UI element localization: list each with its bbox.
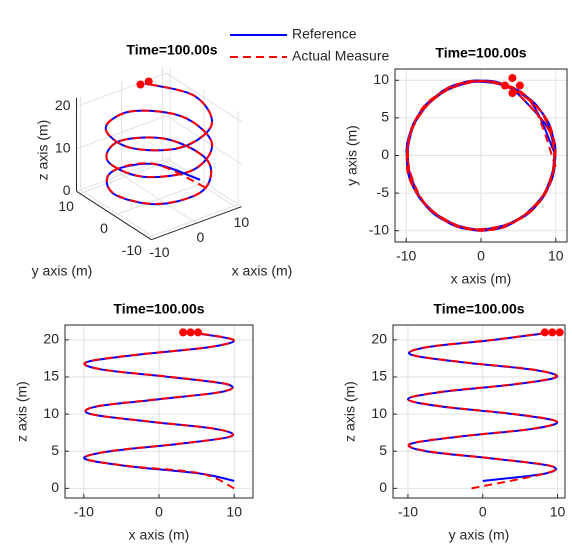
- vehicle-marker: [186, 328, 195, 337]
- y-tick-label: 10: [58, 198, 74, 214]
- z-axis-label: z axis (m): [35, 120, 51, 181]
- vehicle-marker: [508, 89, 517, 98]
- chart-title: Time=100.00s: [113, 301, 204, 317]
- y-tick-label: -10: [369, 221, 389, 237]
- vehicle-marker: [540, 328, 549, 337]
- trajectory-line: [406, 331, 559, 490]
- grid-line: [76, 115, 167, 150]
- grid-line: [113, 182, 205, 216]
- x-axis-label: x axis (m): [451, 271, 512, 287]
- trajectory-line: [104, 82, 214, 205]
- y-axis-label: z axis (m): [14, 381, 30, 442]
- x-tick-label: 0: [477, 248, 485, 264]
- y-tick-label: 0: [381, 146, 389, 162]
- x-axis-label: x axis (m): [232, 263, 293, 279]
- axes-box: [394, 68, 568, 243]
- x-tick-label: 10: [226, 504, 242, 520]
- x-tick-label: -10: [149, 244, 169, 260]
- vehicle-marker: [515, 81, 524, 90]
- axes-box: [64, 324, 254, 499]
- trajectory-line: [405, 79, 557, 232]
- y-tick-label: 10: [373, 71, 389, 87]
- legend-label: Reference: [292, 26, 357, 42]
- y-tick-label: -10: [122, 242, 142, 258]
- y-tick-label: 10: [371, 405, 387, 421]
- grid-line: [166, 72, 242, 123]
- grid-line: [76, 72, 167, 107]
- y-tick-label: -5: [377, 184, 390, 200]
- x-tick-label: -10: [396, 248, 416, 264]
- y-tick-label: 15: [43, 368, 59, 384]
- vehicle-marker: [136, 80, 145, 89]
- axis-line: [151, 206, 242, 241]
- x-tick-label: 0: [197, 229, 205, 245]
- vehicle-marker: [194, 328, 203, 337]
- y-tick-label: 0: [51, 479, 59, 495]
- x-tick-label: 0: [155, 504, 163, 520]
- z-tick-label: 20: [55, 97, 71, 113]
- chart-title: Time=100.00s: [126, 42, 217, 58]
- y-tick-label: 5: [381, 109, 389, 125]
- y-axis-label: y axis (m): [32, 263, 93, 279]
- vehicle-marker: [500, 81, 509, 90]
- grid-line: [166, 157, 242, 208]
- y-tick-label: 20: [371, 331, 387, 347]
- x-tick-label: -10: [74, 504, 94, 520]
- y-tick-label: 5: [379, 442, 387, 458]
- x-tick-label: 10: [550, 504, 566, 520]
- y-tick-label: 15: [371, 368, 387, 384]
- x-axis-label: x axis (m): [129, 527, 190, 543]
- y-axis-label: z axis (m): [342, 381, 358, 442]
- x-axis-label: y axis (m): [449, 527, 510, 543]
- z-tick-label: 0: [63, 182, 71, 198]
- y-tick-label: 5: [51, 442, 59, 458]
- vehicle-marker: [144, 77, 153, 86]
- vehicle-marker: [548, 328, 557, 337]
- x-tick-label: 10: [548, 248, 564, 264]
- y-tick-label: 0: [379, 479, 387, 495]
- grid-line: [147, 204, 239, 238]
- grid-line: [79, 160, 171, 194]
- trajectory-line: [83, 331, 235, 490]
- y-tick-label: 10: [43, 405, 59, 421]
- chart-title: Time=100.00s: [433, 301, 524, 317]
- vehicle-marker: [508, 74, 517, 83]
- legend-label: Actual Measure: [292, 48, 389, 64]
- z-tick-label: 10: [55, 140, 71, 156]
- axes-box: [392, 324, 566, 499]
- grid-line: [166, 115, 242, 165]
- vehicle-marker: [179, 328, 188, 337]
- x-tick-label: 10: [234, 214, 250, 230]
- axis-line: [76, 190, 152, 241]
- trajectory-line: [406, 331, 559, 482]
- y-tick-label: 20: [43, 331, 59, 347]
- y-tick-label: 0: [100, 220, 108, 236]
- vehicle-marker: [555, 328, 564, 337]
- chart-title: Time=100.00s: [435, 45, 526, 61]
- x-tick-label: 0: [479, 504, 487, 520]
- y-axis-label: y axis (m): [344, 125, 360, 186]
- x-tick-label: -10: [398, 504, 418, 520]
